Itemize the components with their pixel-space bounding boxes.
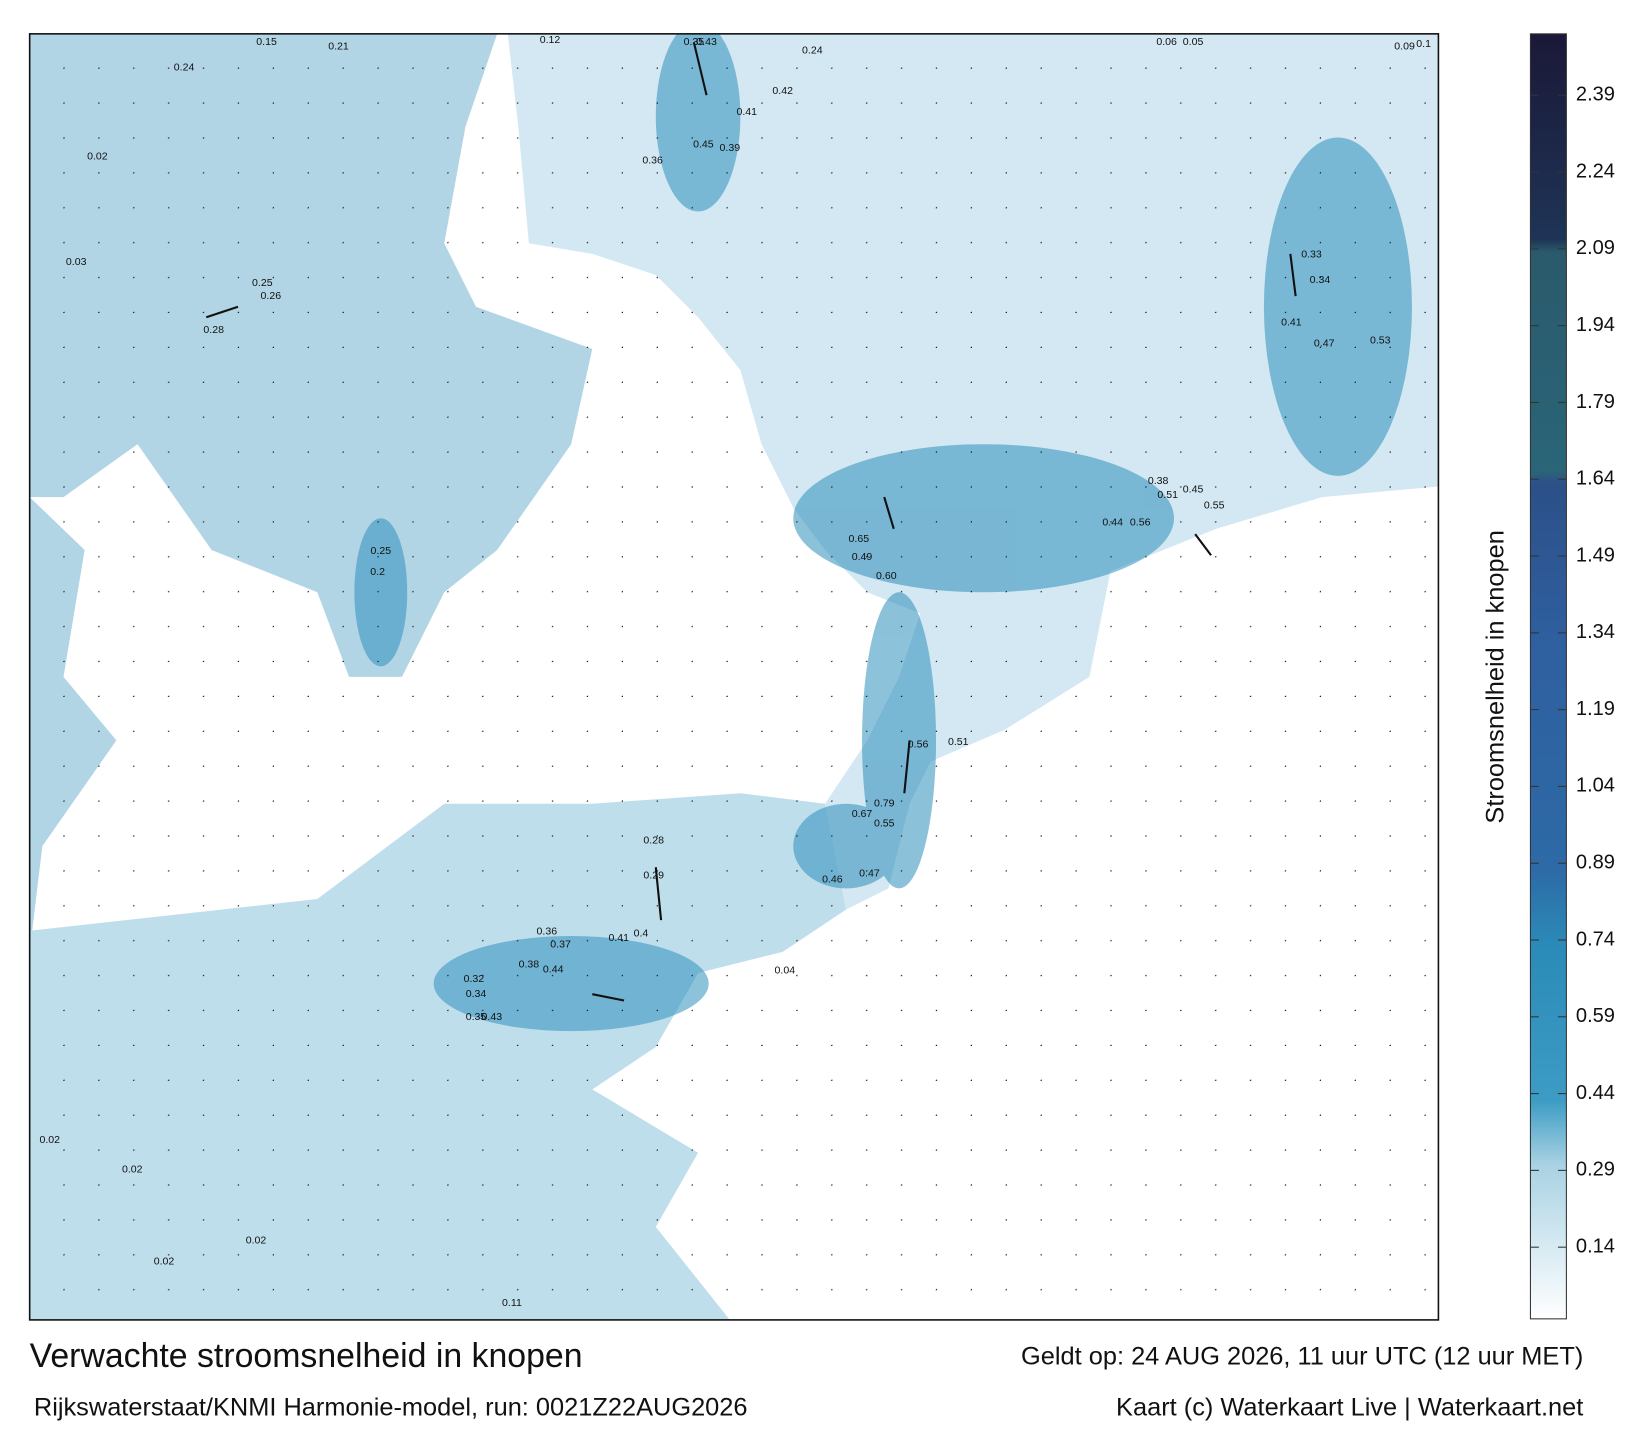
- speed-label: 0.35: [684, 36, 705, 48]
- title: Verwachte stroomsnelheid in knopen: [30, 1337, 583, 1375]
- colorbar-tick-label: 1.79: [1576, 391, 1615, 413]
- map-frame: [28, 33, 1440, 1321]
- speed-label: 0.36: [642, 155, 663, 167]
- speed-label: 0.38: [1148, 475, 1169, 487]
- speed-label: 0.06: [1156, 36, 1177, 48]
- speed-label: 0.25: [252, 277, 273, 289]
- colorbar-tick-label: 0.89: [1576, 852, 1615, 874]
- speed-label: 0.21: [328, 40, 349, 52]
- colorbar-label: Stroomsnelheid in knopen: [1481, 530, 1509, 823]
- colorbar: [1529, 33, 1567, 1320]
- colorbar-tick-label: 0.44: [1576, 1082, 1615, 1104]
- colorbar-tick-label: 1.94: [1576, 314, 1615, 336]
- speed-label: 0.02: [122, 1164, 143, 1176]
- colorbar-tick-label: 2.09: [1576, 237, 1615, 259]
- speed-label: 0.1: [1416, 38, 1431, 50]
- speed-label: 0.67: [852, 808, 873, 820]
- speed-label: 0.44: [543, 964, 564, 976]
- speed-label: 0.02: [39, 1134, 60, 1146]
- model: Rijkswaterstaat/KNMI Harmonie-model, run…: [34, 1393, 748, 1421]
- speed-label: 0.28: [203, 324, 224, 336]
- speed-label: 0.12: [540, 34, 561, 46]
- speed-label: 0.45: [693, 139, 714, 151]
- speed-label: 0.47: [859, 867, 880, 879]
- colorbar-tick-label: 2.24: [1576, 160, 1615, 182]
- speed-label: 0.42: [772, 85, 793, 97]
- speed-label: 0.47: [1314, 338, 1335, 350]
- speed-label: 0.43: [482, 1011, 503, 1023]
- speed-label: 0.36: [537, 926, 558, 938]
- speed-label: 0.60: [876, 570, 897, 582]
- speed-label: 0.41: [736, 106, 757, 118]
- speed-label: 0.4: [634, 928, 649, 940]
- colorbar-tick-label: 0.74: [1576, 928, 1615, 950]
- current-arrows: [205, 42, 1297, 1002]
- speed-label: 0.02: [154, 1256, 175, 1268]
- speed-label: 0.41: [1281, 316, 1302, 328]
- colorbar-ticks: 0.14 0.29 0.44 0.59 0.74 0.89 1.04 1.19 1.34 1.49…: [1530, 84, 1615, 1257]
- colorbar-tick-label: 1.04: [1576, 775, 1615, 797]
- map: 0.350.430.240.410.420.650.490.600.790.67…: [29, 33, 1439, 1320]
- speed-label: 0.56: [908, 738, 929, 750]
- speed-label: 0.38: [519, 958, 540, 970]
- speed-label: 0.46: [822, 874, 843, 886]
- colorbar-tick-label: 1.64: [1576, 468, 1615, 490]
- speed-label: 0.51: [1157, 489, 1178, 501]
- speed-labels: 0.350.430.240.410.420.650.490.600.790.67…: [39, 34, 1431, 1309]
- speed-label: 0.55: [874, 818, 895, 830]
- speed-label: 0.33: [1301, 249, 1322, 261]
- speed-label: 0.25: [371, 545, 392, 557]
- speed-label: 0.29: [643, 870, 664, 882]
- speed-label: 0.11: [502, 1297, 522, 1309]
- speed-label: 0.43: [696, 36, 717, 48]
- speed-label: 0.39: [720, 142, 741, 154]
- speed-label: 0.65: [849, 533, 870, 545]
- colorbar-tick-label: 1.34: [1576, 621, 1615, 643]
- speed-label: 0.26: [261, 290, 282, 302]
- speed-label: 0.09: [1394, 40, 1415, 52]
- colorbar-tick-label: 0.29: [1576, 1159, 1615, 1181]
- vector-grid: [29, 33, 1439, 1320]
- speed-label: 0.51: [948, 736, 969, 748]
- speed-label: 0.24: [802, 45, 823, 57]
- credit: Kaart (c) Waterkaart Live | Waterkaart.n…: [1116, 1393, 1583, 1421]
- speed-label: 0.04: [775, 965, 796, 977]
- speed-label: 0.05: [1183, 36, 1204, 48]
- colorbar-tick-label: 0.59: [1576, 1005, 1615, 1027]
- speed-label: 0.37: [550, 938, 571, 950]
- speed-label: 0.45: [1183, 483, 1204, 495]
- speed-label: 0.44: [1102, 516, 1123, 528]
- speed-label: 0.79: [874, 798, 895, 810]
- speed-label: 0.15: [256, 36, 277, 48]
- speed-label: 0.34: [1310, 274, 1331, 286]
- speed-label: 0.49: [852, 551, 873, 563]
- colorbar-tick-label: 0.14: [1576, 1235, 1615, 1257]
- colorbar-tick-label: 1.49: [1576, 544, 1615, 566]
- speed-label: 0.35: [466, 1011, 487, 1023]
- speed-label: 0.24: [174, 61, 195, 73]
- speed-label: 0.02: [246, 1234, 267, 1246]
- speed-label: 0.28: [643, 835, 664, 847]
- valid-time: Geldt op: 24 AUG 2026, 11 uur UTC (12 uu…: [1021, 1343, 1583, 1371]
- speed-label: 0.56: [1130, 516, 1151, 528]
- speed-label: 0.53: [1370, 334, 1391, 346]
- colorbar-tick-label: 2.39: [1576, 84, 1615, 106]
- speed-label: 0.32: [464, 973, 485, 985]
- speed-label: 0.41: [608, 932, 629, 944]
- colorbar-tick-label: 1.19: [1576, 698, 1615, 720]
- speed-label: 0.2: [370, 566, 385, 578]
- speed-label: 0.55: [1204, 499, 1225, 511]
- speed-label: 0.03: [66, 256, 87, 268]
- speed-label: 0.02: [87, 150, 108, 162]
- speed-label: 0.34: [466, 988, 487, 1000]
